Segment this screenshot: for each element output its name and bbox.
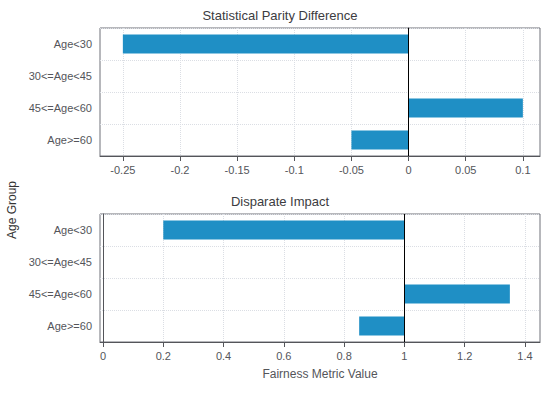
svg-text:0.4: 0.4	[216, 350, 231, 362]
svg-text:1: 1	[401, 350, 407, 362]
svg-text:0: 0	[100, 350, 106, 362]
svg-text:0.1: 0.1	[515, 164, 530, 176]
svg-text:Fairness Metric Value: Fairness Metric Value	[262, 367, 377, 381]
svg-text:1.2: 1.2	[457, 350, 472, 362]
svg-text:Age Group: Age Group	[5, 181, 19, 239]
svg-text:0.6: 0.6	[276, 350, 291, 362]
svg-text:Age<30: Age<30	[54, 224, 92, 236]
svg-text:-0.2: -0.2	[171, 164, 190, 176]
svg-text:Age>=60: Age>=60	[47, 320, 92, 332]
svg-text:0.05: 0.05	[455, 164, 476, 176]
svg-text:-0.25: -0.25	[110, 164, 135, 176]
svg-text:0.2: 0.2	[156, 350, 171, 362]
svg-text:45<=Age<60: 45<=Age<60	[29, 288, 92, 300]
svg-text:-0.05: -0.05	[339, 164, 364, 176]
svg-text:Statistical Parity Difference: Statistical Parity Difference	[202, 8, 357, 23]
svg-text:-0.15: -0.15	[225, 164, 250, 176]
svg-text:Age>=60: Age>=60	[47, 134, 92, 146]
svg-text:-0.1: -0.1	[285, 164, 304, 176]
svg-text:30<=Age<45: 30<=Age<45	[29, 256, 92, 268]
svg-text:0.8: 0.8	[336, 350, 351, 362]
svg-text:Disparate Impact: Disparate Impact	[231, 194, 330, 209]
svg-text:Age<30: Age<30	[54, 38, 92, 50]
svg-text:45<=Age<60: 45<=Age<60	[29, 102, 92, 114]
svg-text:0: 0	[406, 164, 412, 176]
svg-text:1.4: 1.4	[517, 350, 532, 362]
svg-text:30<=Age<45: 30<=Age<45	[29, 70, 92, 82]
